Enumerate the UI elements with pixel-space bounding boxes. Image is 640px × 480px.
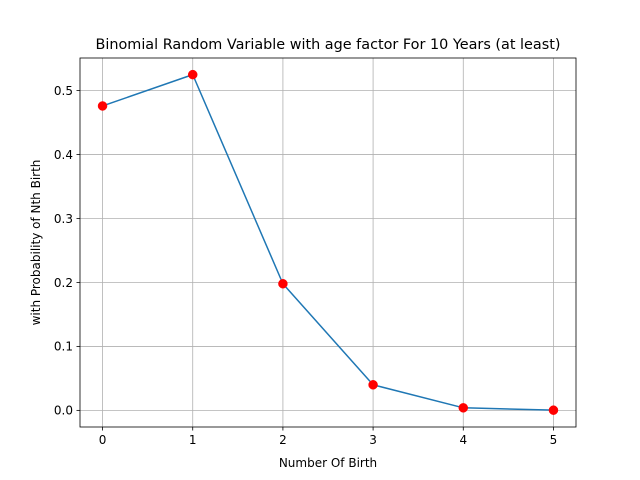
x-tick-label: 4	[459, 433, 467, 447]
chart-title: Binomial Random Variable with age factor…	[96, 37, 561, 53]
x-axis-label: Number Of Birth	[279, 456, 377, 470]
x-axis-ticks: 0 1 2 3 4 5	[99, 427, 558, 447]
data-series	[97, 69, 559, 415]
data-point	[278, 278, 288, 289]
series-line	[102, 73, 554, 411]
x-tick-label: 5	[550, 433, 558, 447]
x-tick-label: 2	[279, 433, 287, 447]
x-tick-label: 0	[99, 433, 107, 447]
y-tick-label: 0.2	[54, 276, 73, 290]
grid	[80, 58, 576, 427]
data-point	[187, 69, 198, 80]
y-tick-label: 0.1	[54, 340, 73, 354]
y-tick-label: 0.5	[54, 84, 73, 98]
y-axis-ticks: 0.0 0.1 0.2 0.3 0.4 0.5	[54, 84, 80, 418]
x-tick-label: 3	[369, 433, 377, 447]
y-tick-label: 0.3	[54, 212, 73, 226]
y-tick-label: 0.0	[54, 404, 73, 418]
plot-frame	[79, 57, 577, 428]
data-point	[97, 101, 108, 111]
data-point	[458, 403, 469, 413]
x-tick-label: 1	[189, 433, 197, 447]
data-point	[548, 405, 559, 415]
data-point	[368, 380, 378, 390]
y-axis-label: with Probability of Nth Birth	[29, 160, 43, 326]
y-tick-label: 0.4	[54, 148, 73, 162]
